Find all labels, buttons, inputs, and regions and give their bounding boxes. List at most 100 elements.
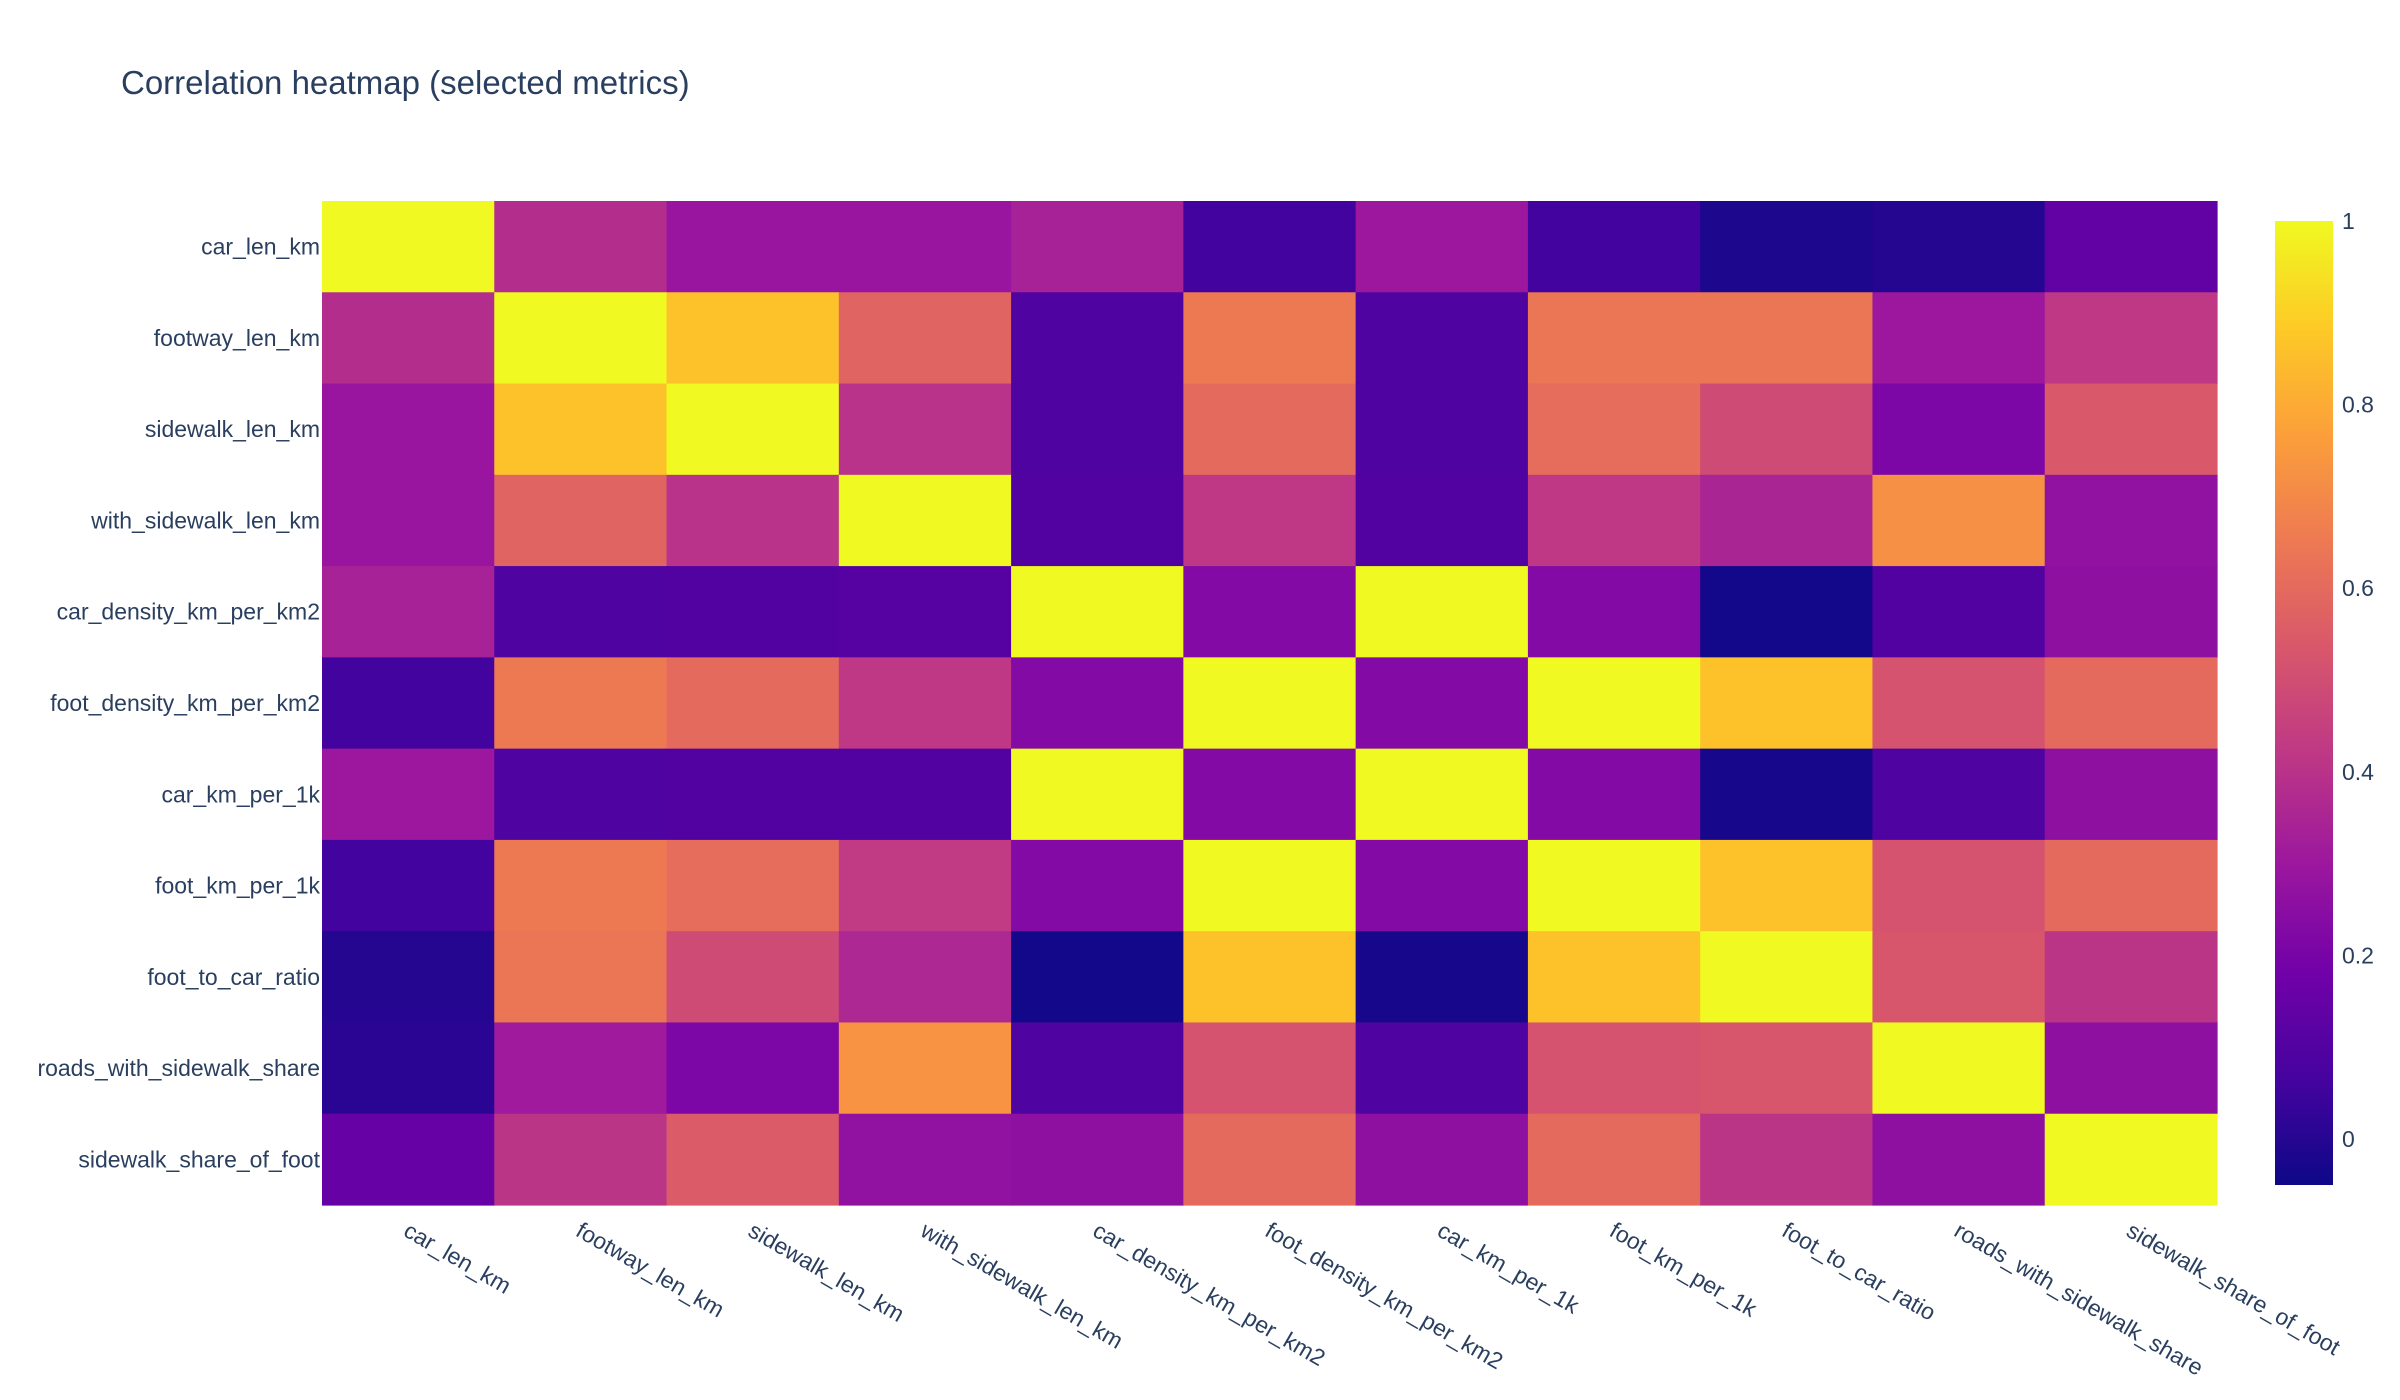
heatmap-cell[interactable] [1527, 748, 1701, 841]
heatmap-cell[interactable] [1355, 1113, 1529, 1206]
heatmap-cell[interactable] [1011, 474, 1184, 567]
heatmap-cell[interactable] [322, 839, 495, 932]
heatmap-cell[interactable] [1183, 839, 1357, 932]
heatmap-cell[interactable] [322, 1022, 495, 1115]
heatmap-cell[interactable] [1011, 657, 1184, 750]
heatmap-cell[interactable] [1872, 657, 2046, 750]
heatmap-cell[interactable] [1011, 839, 1184, 932]
heatmap-cell[interactable] [1872, 839, 2046, 932]
heatmap-cell[interactable] [666, 748, 840, 841]
heatmap-cell[interactable] [1355, 292, 1529, 385]
heatmap-cell[interactable] [1700, 931, 1874, 1024]
heatmap-cell[interactable] [1183, 1113, 1357, 1206]
heatmap-cell[interactable] [1527, 292, 1701, 385]
heatmap-cell[interactable] [1872, 201, 2046, 293]
heatmap-cell[interactable] [2044, 1022, 2218, 1115]
heatmap-cell[interactable] [2044, 201, 2218, 293]
heatmap-cell[interactable] [838, 383, 1012, 476]
heatmap-cell[interactable] [1700, 201, 1874, 293]
heatmap-cell[interactable] [838, 1113, 1012, 1206]
heatmap-cell[interactable] [1700, 839, 1874, 932]
heatmap-cell[interactable] [666, 839, 840, 932]
heatmap-cell[interactable] [838, 566, 1012, 658]
heatmap-cell[interactable] [838, 1022, 1012, 1115]
heatmap-cell[interactable] [322, 292, 495, 385]
heatmap-cell[interactable] [1011, 1113, 1184, 1206]
heatmap-cell[interactable] [838, 474, 1012, 567]
heatmap-cell[interactable] [666, 1022, 840, 1115]
heatmap-cell[interactable] [322, 1113, 495, 1206]
heatmap-cell[interactable] [1700, 1113, 1874, 1206]
heatmap-cell[interactable] [1355, 201, 1529, 293]
heatmap-cell[interactable] [666, 1113, 840, 1206]
heatmap-cell[interactable] [322, 748, 495, 841]
heatmap-cell[interactable] [2044, 748, 2218, 841]
heatmap-cell[interactable] [494, 839, 668, 932]
heatmap-cell[interactable] [838, 201, 1012, 293]
heatmap-cell[interactable] [2044, 657, 2218, 750]
heatmap-cell[interactable] [1527, 201, 1701, 293]
heatmap-cell[interactable] [322, 931, 495, 1024]
heatmap-cell[interactable] [666, 474, 840, 567]
heatmap-cell[interactable] [1355, 1022, 1529, 1115]
heatmap-cell[interactable] [494, 292, 668, 385]
heatmap-cell[interactable] [1872, 1113, 2046, 1206]
heatmap-cell[interactable] [1527, 931, 1701, 1024]
heatmap-cell[interactable] [838, 839, 1012, 932]
heatmap-cell[interactable] [1700, 383, 1874, 476]
heatmap-cell[interactable] [666, 292, 840, 385]
heatmap-cell[interactable] [1011, 931, 1184, 1024]
heatmap-cell[interactable] [1527, 566, 1701, 658]
heatmap-cell[interactable] [2044, 292, 2218, 385]
heatmap-cell[interactable] [1355, 931, 1529, 1024]
heatmap-cell[interactable] [1700, 657, 1874, 750]
heatmap-cell[interactable] [666, 201, 840, 293]
heatmap-cell[interactable] [1527, 474, 1701, 567]
heatmap-cell[interactable] [1011, 201, 1184, 293]
heatmap-cell[interactable] [494, 931, 668, 1024]
heatmap-cell[interactable] [322, 383, 495, 476]
heatmap-cell[interactable] [1527, 839, 1701, 932]
heatmap-cell[interactable] [494, 1022, 668, 1115]
heatmap-cell[interactable] [1355, 748, 1529, 841]
heatmap-cell[interactable] [2044, 839, 2218, 932]
heatmap-cell[interactable] [1183, 566, 1357, 658]
heatmap-cell[interactable] [494, 201, 668, 293]
heatmap-cell[interactable] [1183, 748, 1357, 841]
heatmap-cell[interactable] [1011, 292, 1184, 385]
heatmap-cell[interactable] [1355, 383, 1529, 476]
heatmap-cell[interactable] [1700, 474, 1874, 567]
heatmap-cell[interactable] [666, 383, 840, 476]
heatmap-cell[interactable] [1872, 383, 2046, 476]
heatmap-cell[interactable] [1011, 383, 1184, 476]
heatmap-cell[interactable] [494, 748, 668, 841]
heatmap-cell[interactable] [666, 657, 840, 750]
heatmap-cell[interactable] [838, 657, 1012, 750]
heatmap-cell[interactable] [1872, 292, 2046, 385]
heatmap-cell[interactable] [494, 474, 668, 567]
heatmap-cell[interactable] [2044, 383, 2218, 476]
heatmap-cell[interactable] [322, 566, 495, 658]
heatmap-cell[interactable] [1527, 383, 1701, 476]
heatmap-cell[interactable] [1872, 748, 2046, 841]
heatmap-cell[interactable] [1355, 657, 1529, 750]
heatmap-cell[interactable] [2044, 931, 2218, 1024]
heatmap-cell[interactable] [1872, 474, 2046, 567]
heatmap-cell[interactable] [1183, 383, 1357, 476]
heatmap-cell[interactable] [1700, 748, 1874, 841]
heatmap-cell[interactable] [1700, 566, 1874, 658]
heatmap-cell[interactable] [1527, 1022, 1701, 1115]
heatmap-cell[interactable] [494, 383, 668, 476]
heatmap-cell[interactable] [1700, 292, 1874, 385]
heatmap-cell[interactable] [1183, 1022, 1357, 1115]
heatmap-cell[interactable] [1355, 839, 1529, 932]
heatmap-cell[interactable] [666, 931, 840, 1024]
heatmap-cell[interactable] [1011, 748, 1184, 841]
heatmap-cell[interactable] [494, 657, 668, 750]
heatmap-cell[interactable] [1183, 201, 1357, 293]
heatmap-cell[interactable] [1700, 1022, 1874, 1115]
heatmap-cell[interactable] [1183, 474, 1357, 567]
heatmap-cell[interactable] [494, 1113, 668, 1206]
heatmap-cell[interactable] [1011, 566, 1184, 658]
heatmap-cell[interactable] [838, 292, 1012, 385]
